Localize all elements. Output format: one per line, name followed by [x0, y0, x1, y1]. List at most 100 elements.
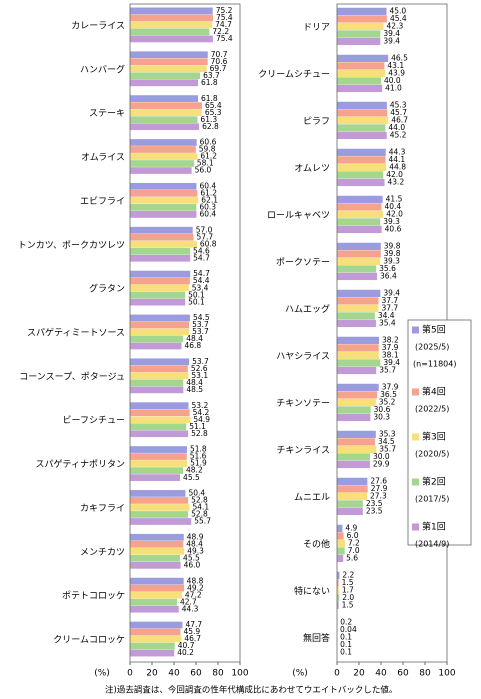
value-label: 39.4	[383, 29, 400, 38]
bar	[337, 430, 376, 438]
value-label: 51.8	[190, 445, 207, 454]
category-label: ムニエル	[294, 492, 330, 503]
category-label: メンチカツ	[80, 547, 125, 558]
value-label: 40.6	[385, 225, 402, 234]
category-label: 無回答	[303, 632, 330, 644]
bar	[337, 297, 379, 305]
value-label: 53.7	[192, 327, 209, 336]
value-label: 51.6	[190, 452, 207, 461]
bar	[130, 497, 189, 504]
category-label: スパゲティナポリタン	[36, 458, 125, 470]
bar	[337, 319, 376, 328]
value-label: 48.8	[187, 576, 204, 585]
bar	[337, 460, 370, 469]
plot-frame	[129, 3, 241, 663]
bar	[337, 579, 339, 587]
value-label: 40.7	[178, 641, 195, 650]
x-tick-label: 60	[397, 669, 409, 679]
bar	[337, 156, 386, 164]
value-label: 2.2	[342, 571, 354, 580]
value-label: 39.4	[383, 289, 400, 298]
value-label: 74.7	[215, 20, 232, 29]
value-label: 55.7	[194, 517, 211, 526]
value-label: 35.7	[379, 366, 396, 375]
bar	[130, 598, 177, 606]
value-label: 42.0	[386, 170, 403, 179]
value-label: 27.9	[371, 484, 388, 493]
value-label: 52.8	[191, 510, 208, 519]
bar	[130, 540, 184, 548]
category-label: ポテトコロッケ	[62, 591, 125, 602]
x-tick-label: 100	[231, 669, 248, 679]
value-label: 45.4	[390, 14, 407, 23]
value-label: 36.4	[380, 272, 397, 281]
bar	[337, 109, 388, 117]
value-label: 40.0	[384, 76, 401, 85]
bar	[337, 203, 382, 211]
bar	[130, 423, 187, 431]
bar	[130, 58, 208, 66]
bar	[337, 84, 383, 93]
value-label: 61.3	[200, 115, 217, 124]
value-label: 62.1	[201, 196, 218, 205]
category-label: ハンバーグ	[80, 63, 125, 75]
value-label: 51.1	[189, 422, 206, 431]
value-label: 37.9	[382, 343, 399, 352]
value-label: 54.6	[193, 246, 210, 255]
bar	[130, 446, 187, 453]
bar	[130, 211, 197, 218]
legend-label: 第2回	[422, 476, 446, 488]
bar	[337, 406, 371, 414]
bar	[337, 351, 379, 360]
value-label: 39.8	[384, 242, 401, 251]
value-label: 52.8	[191, 496, 208, 505]
bar	[337, 37, 381, 46]
bar	[130, 584, 185, 592]
value-label: 65.3	[205, 108, 222, 117]
value-label: 70.6	[211, 57, 228, 66]
bar	[130, 109, 202, 116]
bar	[130, 504, 190, 511]
value-label: 42.7	[180, 597, 197, 606]
value-label: 36.5	[380, 390, 397, 399]
bar	[337, 30, 381, 38]
value-label: 37.9	[382, 383, 399, 392]
bar	[130, 314, 190, 322]
bar	[130, 518, 192, 525]
bar	[130, 409, 190, 417]
value-label: 44.8	[389, 163, 406, 172]
bar	[337, 524, 343, 532]
value-label: 61.2	[200, 189, 217, 198]
bar	[337, 242, 381, 250]
category-label: チキンソテー	[276, 398, 330, 409]
bar	[130, 291, 186, 299]
value-label: 42.0	[386, 210, 403, 219]
x-tick-label: 0	[334, 669, 340, 679]
bar	[130, 139, 197, 146]
bar	[130, 284, 189, 292]
bar	[130, 167, 192, 174]
category-label: ドリア	[303, 23, 330, 33]
legend-swatch	[412, 388, 419, 396]
bar	[337, 22, 384, 31]
bar	[337, 383, 379, 391]
bar	[130, 79, 198, 87]
bar	[130, 335, 184, 343]
bar	[130, 379, 184, 387]
value-label: 59.8	[199, 145, 216, 154]
value-label: 49.3	[187, 546, 204, 555]
value-label: 1.5	[342, 601, 354, 610]
value-label: 49.2	[187, 583, 204, 592]
legend-period: (2020/5)	[415, 450, 449, 459]
category-label: スパゲティミートソース	[27, 327, 125, 339]
value-label: 0.1	[340, 648, 352, 657]
legend-swatch	[412, 523, 419, 531]
value-label: 53.2	[192, 401, 209, 410]
x-tick-label: 0	[127, 669, 133, 679]
bar	[337, 539, 345, 548]
value-label: 35.4	[379, 319, 396, 328]
x-tick-label: 80	[212, 669, 224, 679]
value-label: 5.6	[346, 554, 358, 563]
bar	[130, 511, 189, 518]
value-label: 48.4	[186, 539, 203, 548]
